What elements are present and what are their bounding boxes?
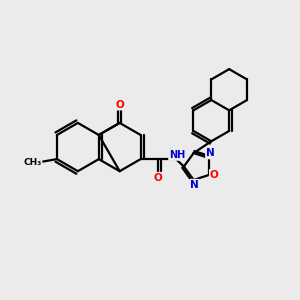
Text: O: O xyxy=(210,170,218,180)
Text: N: N xyxy=(206,148,215,158)
Text: N: N xyxy=(190,180,199,190)
Text: CH₃: CH₃ xyxy=(23,158,42,166)
Text: O: O xyxy=(154,173,163,183)
Text: O: O xyxy=(115,100,124,110)
Text: NH: NH xyxy=(169,150,185,160)
